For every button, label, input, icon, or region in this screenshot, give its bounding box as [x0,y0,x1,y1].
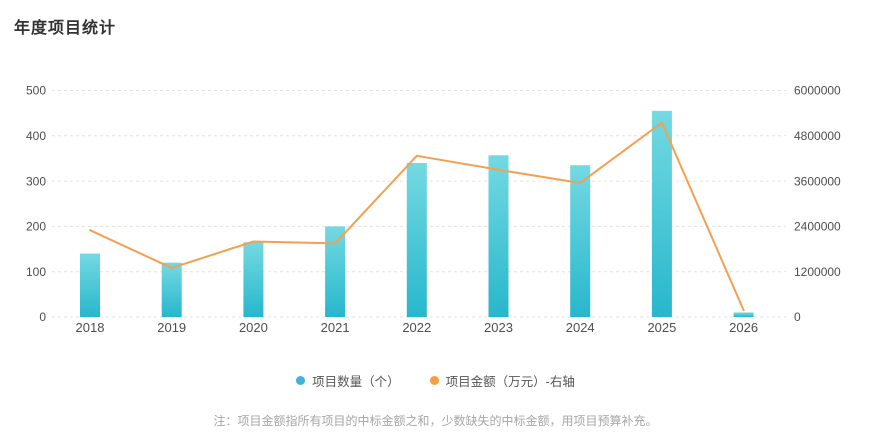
legend-dot-line-series-icon [429,376,439,385]
x-axis-label-2023: 2023 [484,320,513,335]
bar-2024 [570,165,591,317]
legend-item-project-count[interactable]: 项目数量（个） [296,371,400,390]
page-title: 年度项目统计 [14,20,117,37]
left-axis-label-0: 0 [39,310,46,324]
x-axis-label-2018: 2018 [76,320,105,335]
bar-2021 [325,226,346,317]
bar-2022 [406,162,427,317]
x-axis-label-2021: 2021 [321,320,350,335]
right-axis-label-6000000: 6000000 [794,84,841,98]
bar-2019 [161,262,182,317]
bar-2020 [243,242,264,317]
left-axis-label-300: 300 [26,174,46,188]
x-axis-label-2019: 2019 [157,320,186,335]
footnote: 注：项目金额指所有项目的中标金额之和，少数缺失的中标金额，用项目预算补充。 [213,414,658,428]
x-axis-label-2022: 2022 [402,320,431,335]
bar-2025 [651,110,672,317]
x-axis-label-2025: 2025 [647,320,676,335]
legend: 项目数量（个） 项目金额（万元）-右轴 [0,371,871,390]
legend-label-project-count: 项目数量（个） [312,375,400,389]
bar-2023 [488,155,509,317]
right-axis-label-3600000: 3600000 [794,174,841,188]
left-axis-label-100: 100 [26,265,46,279]
amount-line [89,121,745,312]
left-axis-label-200: 200 [26,220,46,234]
bar-2026 [733,312,754,317]
left-axis-label-400: 400 [26,129,46,143]
x-axis-label-2024: 2024 [566,320,595,335]
right-axis-label-2400000: 2400000 [794,220,841,234]
left-axis-label-500: 500 [26,84,46,98]
right-axis-label-1200000: 1200000 [794,265,841,279]
legend-item-project-amount[interactable]: 项目金额（万元）-右轴 [429,371,575,390]
legend-label-project-amount: 项目金额（万元）-右轴 [445,375,575,389]
x-axis-label-2020: 2020 [239,320,268,335]
x-axis-label-2026: 2026 [729,320,758,335]
right-axis-label-0: 0 [794,310,801,324]
right-axis-label-4800000: 4800000 [794,129,841,143]
legend-dot-bar-series-icon [296,376,306,385]
bar-2018 [80,253,100,317]
